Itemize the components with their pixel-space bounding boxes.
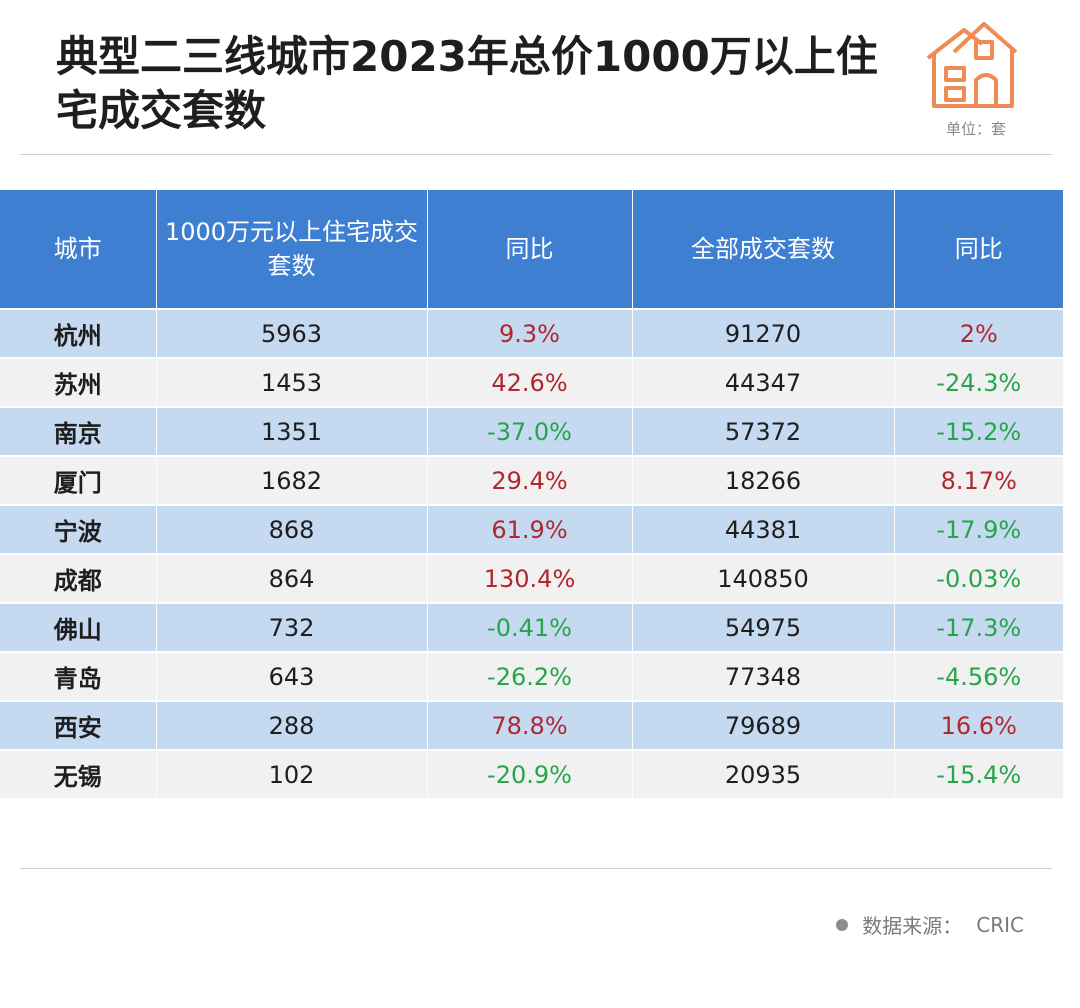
cell-luxury-yoy: -0.41% xyxy=(427,602,633,652)
cell-total-count: 44347 xyxy=(632,357,895,407)
cell-total-yoy: -17.9% xyxy=(894,504,1063,554)
cell-city: 杭州 xyxy=(0,308,157,358)
cell-city: 苏州 xyxy=(0,357,157,407)
cell-luxury-count: 868 xyxy=(156,504,428,554)
cell-luxury-yoy: 9.3% xyxy=(427,308,633,358)
source-label: 数据来源： xyxy=(862,914,963,938)
table-row: 无锡 102 -20.9% 20935 -15.4% xyxy=(0,749,1063,798)
cell-luxury-yoy: 130.4% xyxy=(427,553,633,603)
cell-luxury-yoy: -20.9% xyxy=(427,749,633,798)
table-row: 宁波 868 61.9% 44381 -17.9% xyxy=(0,504,1063,554)
cell-total-yoy: -15.2% xyxy=(894,406,1063,456)
table-body: 杭州 5963 9.3% 91270 2% 苏州 1453 42.6% 44347 -24.3% 南… xyxy=(0,308,1063,798)
header-luxury-count: 1000万元以上住宅成交套数 xyxy=(156,190,428,309)
table-row: 厦门 1682 29.4% 18266 8.17% xyxy=(0,455,1063,505)
cell-total-yoy: -4.56% xyxy=(894,651,1063,701)
cell-luxury-yoy: -37.0% xyxy=(427,406,633,456)
top-divider xyxy=(20,154,1052,155)
house-icon xyxy=(926,22,1018,108)
bullet-icon xyxy=(836,918,849,931)
cell-total-count: 18266 xyxy=(632,455,895,505)
table-row: 青岛 643 -26.2% 77348 -4.56% xyxy=(0,651,1063,701)
cell-luxury-count: 1453 xyxy=(156,357,428,407)
unit-label: 单位：套 xyxy=(946,120,1007,138)
cell-city: 佛山 xyxy=(0,602,157,652)
cell-total-yoy: 16.6% xyxy=(894,700,1063,750)
table-row: 西安 288 78.8% 79689 16.6% xyxy=(0,700,1063,750)
cell-city: 宁波 xyxy=(0,504,157,554)
cell-luxury-yoy: 61.9% xyxy=(427,504,633,554)
cell-total-count: 57372 xyxy=(632,406,895,456)
cell-luxury-count: 288 xyxy=(156,700,428,750)
table-row: 南京 1351 -37.0% 57372 -15.2% xyxy=(0,406,1063,456)
cell-total-yoy: 8.17% xyxy=(894,455,1063,505)
cell-luxury-yoy: -26.2% xyxy=(427,651,633,701)
cell-total-count: 44381 xyxy=(632,504,895,554)
cell-luxury-count: 102 xyxy=(156,749,428,798)
header-city: 城市 xyxy=(0,190,157,309)
data-table: 城市 1000万元以上住宅成交套数 同比 全部成交套数 同比 杭州 5963 9.3… xyxy=(0,190,1063,798)
cell-total-count: 54975 xyxy=(632,602,895,652)
source-note: 数据来源： CRIC xyxy=(836,910,1024,939)
cell-luxury-count: 732 xyxy=(156,602,428,652)
table-row: 杭州 5963 9.3% 91270 2% xyxy=(0,308,1063,358)
cell-luxury-count: 1682 xyxy=(156,455,428,505)
table-header-row: 城市 1000万元以上住宅成交套数 同比 全部成交套数 同比 xyxy=(0,190,1063,309)
cell-total-yoy: 2% xyxy=(894,308,1063,358)
cell-total-count: 20935 xyxy=(632,749,895,798)
cell-luxury-count: 864 xyxy=(156,553,428,603)
cell-luxury-yoy: 42.6% xyxy=(427,357,633,407)
page-title: 典型二三线城市2023年总价1000万以上住宅成交套数 xyxy=(56,32,878,135)
cell-city: 西安 xyxy=(0,700,157,750)
header-luxury-yoy: 同比 xyxy=(427,190,633,309)
table-row: 成都 864 130.4% 140850 -0.03% xyxy=(0,553,1063,603)
cell-city: 成都 xyxy=(0,553,157,603)
source-value: CRIC xyxy=(976,912,1024,937)
cell-city: 南京 xyxy=(0,406,157,456)
cell-city: 青岛 xyxy=(0,651,157,701)
cell-total-yoy: -24.3% xyxy=(894,357,1063,407)
cell-total-yoy: -15.4% xyxy=(894,749,1063,798)
cell-luxury-count: 1351 xyxy=(156,406,428,456)
header-total-yoy: 同比 xyxy=(894,190,1063,309)
cell-luxury-yoy: 29.4% xyxy=(427,455,633,505)
cell-total-yoy: -0.03% xyxy=(894,553,1063,603)
table-row: 苏州 1453 42.6% 44347 -24.3% xyxy=(0,357,1063,407)
cell-city: 厦门 xyxy=(0,455,157,505)
header-total-count: 全部成交套数 xyxy=(632,190,895,309)
cell-total-count: 79689 xyxy=(632,700,895,750)
cell-total-yoy: -17.3% xyxy=(894,602,1063,652)
bottom-divider xyxy=(20,868,1052,869)
cell-total-count: 77348 xyxy=(632,651,895,701)
table-row: 佛山 732 -0.41% 54975 -17.3% xyxy=(0,602,1063,652)
cell-total-count: 91270 xyxy=(632,308,895,358)
cell-city: 无锡 xyxy=(0,749,157,798)
cell-luxury-count: 643 xyxy=(156,651,428,701)
cell-total-count: 140850 xyxy=(632,553,895,603)
cell-luxury-yoy: 78.8% xyxy=(427,700,633,750)
cell-luxury-count: 5963 xyxy=(156,308,428,358)
